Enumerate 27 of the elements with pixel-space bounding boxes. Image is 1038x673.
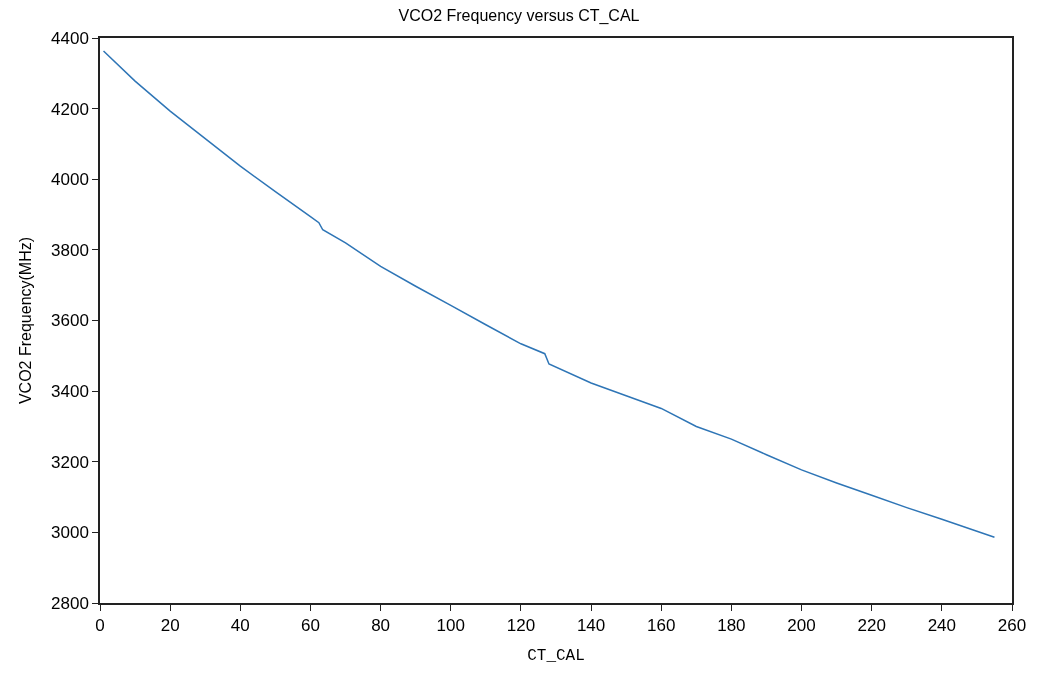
x-tick-label: 80 <box>371 616 391 636</box>
x-tick-label: 100 <box>436 616 465 636</box>
x-tick-label: 20 <box>160 616 180 636</box>
x-tick-label: 220 <box>857 616 886 636</box>
x-tick-label: 180 <box>717 616 746 636</box>
y-tick-label: 4000 <box>51 170 89 190</box>
y-tick-label: 4200 <box>51 99 89 119</box>
x-axis-title: CT_CAL <box>527 647 585 666</box>
y-tick-label: 3400 <box>51 382 89 402</box>
x-tick-label: 120 <box>506 616 536 636</box>
x-tick-label: 140 <box>576 616 606 636</box>
x-tick-label: 200 <box>787 616 816 636</box>
chart-title: VCO2 Frequency versus CT_CAL <box>398 7 640 26</box>
x-tick-label: 160 <box>647 616 676 636</box>
line-series <box>102 50 996 539</box>
x-tick-label: 260 <box>997 616 1027 636</box>
y-tick-label: 3200 <box>51 452 89 472</box>
x-tick-label: 240 <box>927 616 957 636</box>
y-tick-label: 4400 <box>51 28 89 48</box>
x-tick-label: 0 <box>95 616 105 636</box>
y-tick-label: 3600 <box>51 311 89 331</box>
y-tick-label: 3800 <box>51 240 89 260</box>
y-tick-label: 2800 <box>51 593 89 613</box>
y-axis-title: VCO2 Frequency(MHz) <box>17 236 35 405</box>
y-tick-label: 3000 <box>51 523 89 543</box>
x-tick-label: 40 <box>230 616 250 636</box>
x-tick-label: 60 <box>301 616 320 636</box>
